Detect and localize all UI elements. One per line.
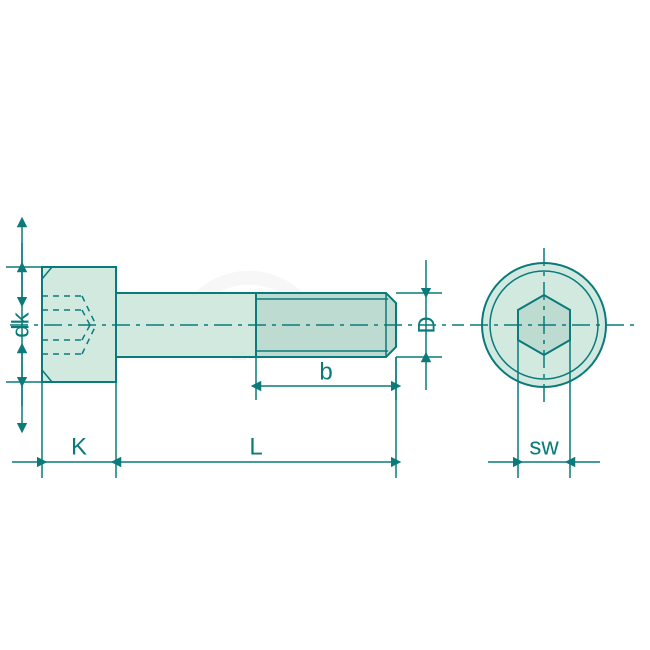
label-b: b xyxy=(319,358,332,385)
label-K: K xyxy=(71,433,87,460)
end-view xyxy=(470,248,640,402)
label-L: L xyxy=(249,433,262,460)
label-dk: dk xyxy=(7,311,34,337)
label-D: D xyxy=(413,316,440,333)
technical-drawing: dk D K L b sw xyxy=(0,0,650,650)
label-sw: sw xyxy=(529,433,559,460)
